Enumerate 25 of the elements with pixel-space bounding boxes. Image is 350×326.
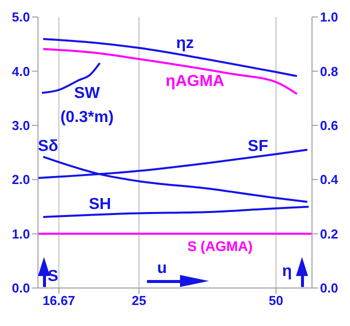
series-label: ηz xyxy=(176,35,194,52)
y2-tick-label: 0.2 xyxy=(320,226,338,242)
y2-tick-label: 0.4 xyxy=(320,172,339,188)
series-label: SW (0.3*m) xyxy=(60,85,114,126)
y-tick-label: 2.0 xyxy=(12,172,30,188)
y-tick-label: 0.0 xyxy=(12,280,30,296)
y2-tick-label: 0.8 xyxy=(320,64,338,79)
ref-line-label: S (AGMA) xyxy=(187,238,253,254)
x-tick-label: 25 xyxy=(132,293,146,308)
y-tick-label: 4.0 xyxy=(12,64,30,79)
annotation: S xyxy=(48,268,59,285)
x-tick-label: 16.67 xyxy=(42,293,76,308)
series-label: SH xyxy=(88,196,112,213)
x-tick-label: 50 xyxy=(268,293,284,308)
y-tick-label: 1.0 xyxy=(12,226,30,242)
y2-tick-label: 0.6 xyxy=(320,118,338,134)
y2-tick-label: 0.0 xyxy=(320,280,338,296)
y-tick-label: 5.0 xyxy=(12,10,30,25)
annotation: η xyxy=(282,263,292,280)
y2-tick-label: 1.0 xyxy=(320,10,338,25)
annotation: u xyxy=(157,260,167,277)
y-tick-label: 3.0 xyxy=(12,118,30,134)
series-label: Sδ xyxy=(38,138,58,155)
series-label: ηAGMA xyxy=(166,73,225,90)
series-label: SF xyxy=(248,138,268,155)
